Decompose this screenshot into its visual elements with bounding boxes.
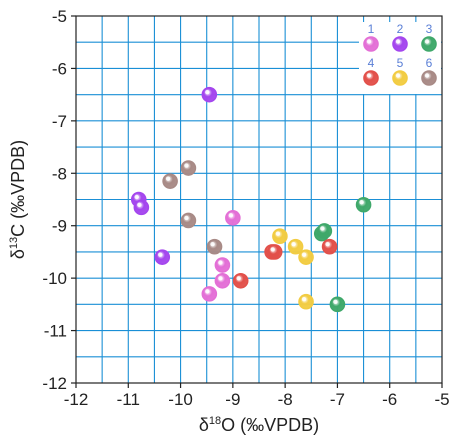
data-point: [214, 272, 231, 289]
data-point: [225, 210, 241, 226]
x-tick-label: -8: [278, 390, 293, 409]
y-tick-label: -11: [44, 322, 67, 341]
legend-label: 1: [368, 22, 375, 36]
x-tick-label: -7: [330, 390, 345, 409]
x-axis-label: δ18O (‰VPDB): [199, 415, 319, 435]
data-points: [130, 86, 372, 313]
legend-marker: [421, 36, 437, 52]
legend-label: 3: [426, 22, 433, 36]
data-point: [201, 286, 218, 302]
data-point: [316, 223, 333, 239]
x-axis-label-prefix: δ: [199, 415, 209, 435]
data-point: [180, 160, 197, 176]
data-point: [214, 257, 231, 273]
data-point: [180, 212, 197, 229]
data-point: [154, 249, 171, 265]
data-point: [329, 296, 346, 313]
x-tick-label: -12: [64, 390, 89, 409]
y-tick-label: -7: [52, 112, 67, 131]
legend: 1 2 3 4 5 6: [363, 22, 437, 86]
data-point: [298, 293, 314, 310]
data-point: [266, 244, 283, 260]
plot-frame: [75, 15, 443, 384]
y-axis-label-rest: C (‰VPDB): [8, 140, 28, 237]
data-point: [355, 196, 372, 213]
x-tick-label: -10: [168, 390, 193, 409]
tick-labels: -12 -11 -10 -9 -8 -7 -6 -5 -5 -6 -7 -8 -9 -10 -11 -12: [42, 7, 449, 409]
legend-label: 2: [397, 22, 404, 36]
x-tick-label: -5: [434, 390, 449, 409]
y-tick-label: -5: [52, 7, 67, 26]
y-axis-label-superscript: 13: [8, 237, 20, 249]
data-point: [232, 272, 249, 289]
data-point: [206, 238, 223, 255]
data-point: [298, 249, 314, 265]
legend-marker: [421, 70, 437, 86]
tick-marks: [71, 15, 443, 388]
legend-marker: [363, 36, 379, 52]
legend-label: 4: [368, 56, 375, 70]
x-tick-label: -9: [225, 390, 240, 409]
x-tick-label: -6: [382, 390, 397, 409]
data-point: [321, 238, 338, 255]
y-tick-label: -12: [42, 374, 67, 393]
legend-label: 5: [397, 56, 404, 70]
x-tick-label: -11: [117, 390, 140, 409]
y-tick-label: -10: [42, 269, 67, 288]
legend-label: 6: [426, 56, 433, 70]
y-tick-label: -8: [52, 164, 67, 183]
x-axis-label-superscript: 18: [209, 415, 221, 427]
data-point: [287, 238, 304, 255]
data-point: [133, 199, 150, 216]
y-axis-label: δ13C (‰VPDB): [8, 140, 28, 259]
y-tick-label: -6: [52, 59, 67, 78]
legend-marker: [392, 36, 408, 52]
legend-marker: [363, 70, 379, 86]
y-axis-label-prefix: δ: [8, 249, 28, 259]
legend-marker: [392, 70, 408, 86]
x-axis-label-rest: O (‰VPDB): [221, 415, 319, 435]
data-point: [201, 86, 218, 103]
data-point: [162, 173, 178, 189]
y-tick-label: -9: [52, 217, 67, 236]
data-point: [272, 228, 288, 244]
